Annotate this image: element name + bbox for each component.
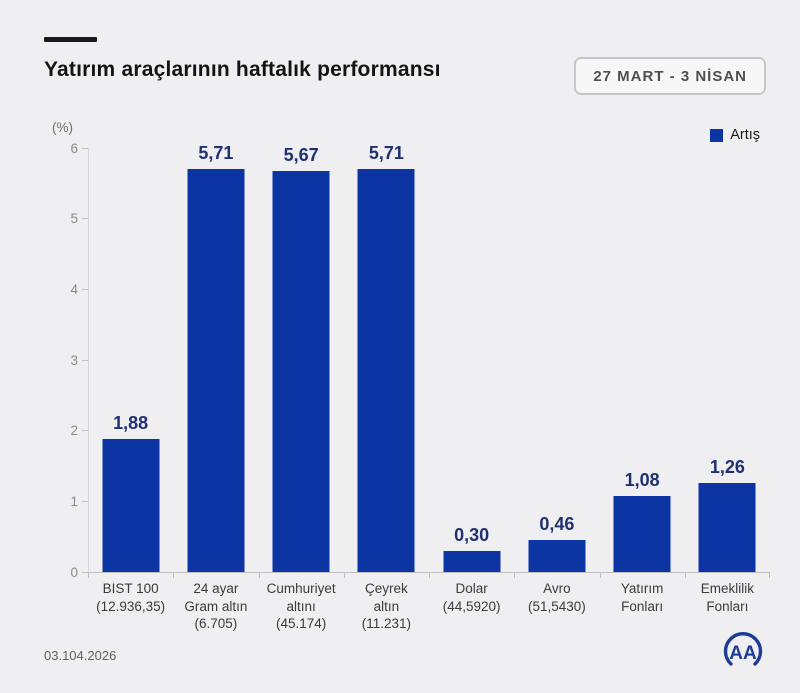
x-axis-tick <box>429 572 430 578</box>
y-axis-tick <box>82 430 88 432</box>
x-category-label: BIST 100 (12.936,35) <box>80 580 181 615</box>
bar-value-label: 0,30 <box>454 524 490 545</box>
x-category-label-line: (6.705) <box>194 616 238 632</box>
bar-cell: 1,26 <box>685 148 770 572</box>
x-category-label-line: altını <box>286 598 316 614</box>
x-category-label: Avro (51,5430) <box>506 580 607 615</box>
bar-cell: 5,67 <box>259 145 344 572</box>
x-category-label-line: Çeyrek <box>364 581 408 596</box>
bar-cell: 5,71 <box>344 144 429 572</box>
x-category-label-line: Fonları <box>621 598 664 614</box>
x-axis-tick <box>343 572 345 578</box>
date-range-badge: 27 MART - 3 NİSAN <box>574 57 766 95</box>
legend-label: Artış <box>730 127 760 143</box>
bar-1 <box>187 168 245 572</box>
x-category-label: 24 ayar Gram altın (6.705) <box>165 580 266 633</box>
bar-0 <box>102 439 160 572</box>
x-category-label-line: BIST 100 <box>102 581 159 596</box>
y-axis-tick-label: 1 <box>70 493 78 509</box>
bar-value-label: 1,26 <box>709 456 745 477</box>
x-axis-tick <box>514 572 516 578</box>
x-category-label-line: altın <box>373 598 400 614</box>
bar-chart-plot: 0 1 2 3 4 5 6 1,88 BIST 100 (12.936,35) 5,71 24 aya… <box>70 141 770 631</box>
y-axis-tick-label: 0 <box>70 564 78 580</box>
y-axis-tick <box>82 571 88 573</box>
x-axis-tick <box>258 572 260 578</box>
y-axis-tick <box>82 147 88 149</box>
legend: Artış <box>710 127 760 143</box>
y-axis-tick <box>82 218 88 220</box>
page-title: Yatırım araçlarının haftalık performansı <box>44 58 441 81</box>
x-category-label-line: Cumhuriyet <box>266 581 336 596</box>
y-axis-tick <box>82 359 88 361</box>
bar-value-label: 0,46 <box>539 513 575 534</box>
y-axis-tick-label: 6 <box>70 140 78 156</box>
x-category-label-line: 24 ayar <box>193 581 239 596</box>
x-category-label-line: (51,5430) <box>527 598 586 614</box>
aa-logo-circle <box>723 632 763 666</box>
x-category-label: Çeyrek altın (11.231) <box>336 580 437 633</box>
bar-5 <box>528 539 586 572</box>
y-axis-unit-label: (%) <box>52 120 73 135</box>
x-category-label: Cumhuriyet altını (45.174) <box>251 580 352 633</box>
legend-color-swatch <box>710 128 724 142</box>
y-axis-tick-label: 3 <box>70 352 78 368</box>
footer-date: 03.104.2026 <box>44 648 117 663</box>
x-category-label-line: Dolar <box>455 581 488 596</box>
bar-cell: 5,71 <box>173 144 258 572</box>
x-category-label-line: Avro <box>543 581 571 596</box>
y-axis-tick <box>82 288 88 290</box>
x-category-label-line: Yatırım <box>620 581 664 596</box>
bar-4 <box>443 550 501 572</box>
x-category-label-line: (12.936,35) <box>96 598 166 614</box>
y-axis-tick <box>82 500 88 502</box>
bar-value-label: 5,71 <box>368 142 404 163</box>
y-axis-tick-label: 4 <box>70 281 78 297</box>
x-category-label-line: Emeklilik <box>700 581 754 596</box>
x-category-label: Dolar (44,5920) <box>421 580 522 615</box>
bar-cell: 1,08 <box>600 148 685 572</box>
y-axis-line <box>88 148 89 572</box>
bar-value-label: 1,08 <box>624 469 660 490</box>
bar-6 <box>613 495 671 572</box>
x-category-label-line: (11.231) <box>361 616 412 632</box>
x-category-label: Emeklilik Fonları <box>677 580 778 615</box>
x-category-label-line: (44,5920) <box>442 598 501 614</box>
aa-logo-letters: AA <box>729 643 757 664</box>
bar-value-label: 1,88 <box>113 413 149 434</box>
bar-cell: 0,46 <box>514 148 599 572</box>
bar-3 <box>357 168 415 572</box>
x-axis-tick <box>769 572 770 578</box>
x-axis-tick <box>684 572 686 578</box>
aa-agency-logo: AA <box>723 632 763 666</box>
x-category-label-line: Gram altın <box>184 598 248 614</box>
x-axis-tick <box>173 572 175 578</box>
x-category-label-line: (45.174) <box>275 616 327 632</box>
bar-value-label: 5,71 <box>198 142 234 163</box>
bar-value-label: 5,67 <box>283 145 319 166</box>
x-category-label-line: Fonları <box>706 598 749 614</box>
x-category-label: Yatırım Fonları <box>592 580 693 615</box>
title-dash <box>44 37 97 42</box>
y-axis-tick-label: 5 <box>70 211 78 227</box>
x-axis-tick <box>88 572 89 578</box>
bar-2 <box>272 171 330 572</box>
bar-cell: 0,30 <box>429 148 514 572</box>
x-axis-tick <box>599 572 601 578</box>
y-axis-tick-label: 2 <box>70 423 78 439</box>
bar-cell: 1,88 <box>88 148 173 572</box>
bar-7 <box>698 482 756 572</box>
